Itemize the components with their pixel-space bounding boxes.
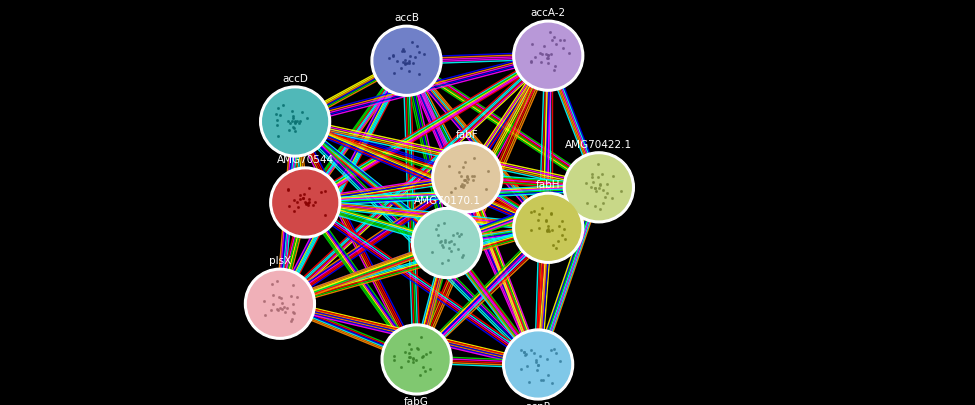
Circle shape xyxy=(435,145,499,210)
Circle shape xyxy=(384,327,449,392)
Circle shape xyxy=(374,28,439,93)
Circle shape xyxy=(262,89,328,154)
Text: plsX: plsX xyxy=(269,256,292,266)
Text: fabF: fabF xyxy=(456,130,479,140)
Circle shape xyxy=(248,271,312,336)
Circle shape xyxy=(273,170,337,235)
Circle shape xyxy=(411,207,483,279)
Text: accB: accB xyxy=(394,13,419,23)
Text: AMG70544: AMG70544 xyxy=(277,155,333,165)
Circle shape xyxy=(516,196,581,260)
Circle shape xyxy=(564,152,635,223)
Circle shape xyxy=(503,329,573,400)
Text: AMG70170.1: AMG70170.1 xyxy=(413,196,481,206)
Text: acpP: acpP xyxy=(526,402,551,405)
Circle shape xyxy=(513,192,584,263)
Circle shape xyxy=(516,23,581,88)
Circle shape xyxy=(513,20,584,91)
Text: accA-2: accA-2 xyxy=(530,8,566,18)
Circle shape xyxy=(566,155,631,220)
Text: fabH: fabH xyxy=(536,180,561,190)
Circle shape xyxy=(414,211,480,275)
Circle shape xyxy=(381,324,452,395)
Circle shape xyxy=(506,332,570,397)
Circle shape xyxy=(371,25,442,96)
Circle shape xyxy=(245,269,315,339)
Circle shape xyxy=(270,167,340,238)
Circle shape xyxy=(259,86,331,157)
Text: accD: accD xyxy=(282,74,308,84)
Text: fabG: fabG xyxy=(405,397,429,405)
Text: AMG70422.1: AMG70422.1 xyxy=(566,140,633,150)
Circle shape xyxy=(432,142,503,213)
